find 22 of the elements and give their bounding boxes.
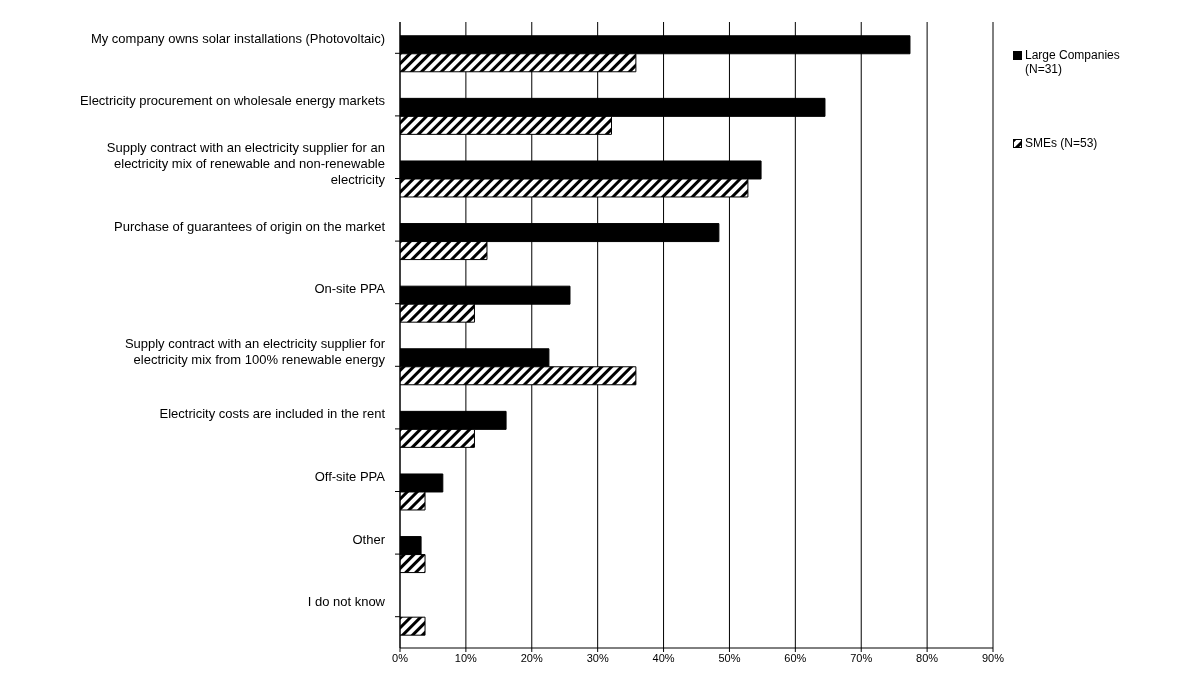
legend-label: Large Companies (N=31) — [1025, 48, 1121, 76]
x-tick-label: 50% — [718, 651, 741, 664]
x-tick-label: 40% — [652, 651, 675, 664]
x-tick-label: 30% — [586, 651, 609, 664]
x-tick-label: 90% — [981, 651, 1005, 664]
y-tick-label: Purchase of guarantees of origin on the market — [114, 218, 386, 234]
y-tick-label: Off-site PPA — [314, 468, 386, 484]
y-tick-label: Supply contract with an electricity supplier for an electricity mix of renewable and non-renewable electricity — [106, 139, 386, 187]
x-tick-label: 70% — [850, 651, 873, 664]
y-tick-label: Electricity costs are included in the rent — [159, 406, 386, 422]
x-tick-label: 20% — [520, 651, 543, 664]
x-tick-label: 60% — [784, 651, 807, 664]
y-tick-label: On-site PPA — [314, 281, 386, 297]
x-tick-label: 0% — [392, 651, 409, 664]
x-tick-label: 80% — [916, 651, 939, 664]
legend-label: SMEs (N=53) — [1025, 136, 1099, 150]
y-tick-label: Other — [352, 531, 386, 547]
x-tick-label: 10% — [454, 651, 478, 664]
y-tick-label: Electricity procurement on wholesale energy markets — [80, 93, 386, 109]
y-tick-label: Supply contract with an electricity supplier for electricity mix from 100% renewable energy — [124, 335, 386, 367]
y-tick-label: I do not know — [307, 594, 386, 610]
y-tick-label: My company owns solar installations (Photovoltaic) — [90, 30, 385, 46]
